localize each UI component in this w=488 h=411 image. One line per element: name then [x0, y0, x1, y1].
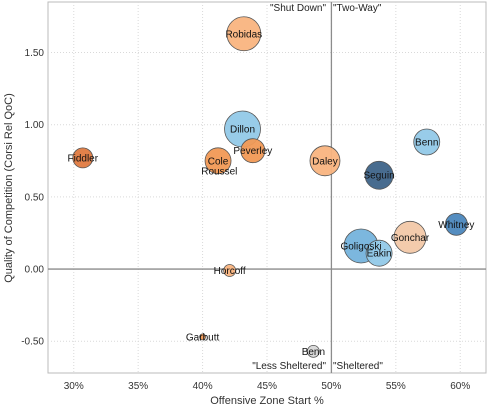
bubble-eakin[interactable] — [365, 239, 393, 267]
data-points — [72, 16, 468, 358]
point-label-dillon: Dillon — [230, 125, 255, 136]
y-axis-title: Quality of Competition (Corsi Rel QoC) — [3, 93, 15, 283]
x-tick-label: 40% — [193, 381, 213, 392]
point-label-cole: Cole — [208, 156, 229, 167]
bubble-robidas[interactable] — [226, 16, 262, 52]
bubble-garbutt[interactable] — [199, 333, 206, 341]
x-axis-ticks: 30% 35% 40% 45% 50% 55% 60% — [64, 381, 471, 392]
x-tick-label: 45% — [257, 381, 277, 392]
x-tick-label: 60% — [450, 381, 470, 392]
point-label-goligoski: Goligoski — [340, 241, 381, 252]
point-label-peverley: Peverley — [233, 146, 272, 157]
bubble-horcoff[interactable] — [223, 264, 237, 277]
point-label-daley: Daley — [312, 156, 338, 167]
point-label-benn: Benn — [302, 347, 325, 358]
bubble-fiddler[interactable] — [72, 147, 94, 169]
y-tick-label: 1.00 — [25, 120, 45, 131]
bubble-daley[interactable] — [309, 145, 341, 177]
point-label-gonchar: Gonchar — [391, 233, 430, 244]
x-tick-label: 30% — [64, 381, 84, 392]
x-axis-title: Offensive Zone Start % — [210, 395, 324, 407]
quadrant-label-top-left: "Shut Down" — [270, 3, 326, 14]
bubble-benn[interactable] — [306, 344, 320, 358]
bubble-peverley[interactable] — [240, 138, 266, 164]
point-label-roussel: Roussel — [201, 166, 237, 177]
reference-lines — [48, 2, 486, 373]
x-tick-label: 35% — [128, 381, 148, 392]
point-label-horcoff: Horcoff — [214, 266, 246, 277]
point-label-whitney: Whitney — [438, 220, 474, 231]
quadrant-label-top-right: "Two-Way" — [333, 3, 382, 14]
bubble-gonchar[interactable] — [393, 220, 427, 254]
quadrant-label-bottom-left: "Less Sheltered" — [252, 361, 326, 372]
y-axis-ticks: 1.50 1.00 0.50 0.00 -0.50 — [21, 48, 44, 348]
x-tick-label: 55% — [386, 381, 406, 392]
y-tick-label: 1.50 — [25, 48, 45, 59]
y-tick-label: -0.50 — [21, 337, 44, 348]
x-tick-label: 50% — [321, 381, 341, 392]
quadrant-label-bottom-right: "Sheltered" — [333, 361, 383, 372]
bubble-benn[interactable] — [413, 128, 441, 156]
bubble-seguin[interactable] — [364, 160, 394, 190]
y-tick-label: 0.00 — [25, 265, 45, 276]
y-tick-label: 0.50 — [25, 192, 45, 203]
point-label-fiddler: Fiddler — [67, 153, 98, 164]
bubble-cole[interactable] — [204, 147, 232, 175]
point-label-garbutt: Garbutt — [186, 332, 220, 343]
point-label-eakin: Eakin — [367, 249, 392, 260]
point-label-benn: Benn — [415, 138, 438, 149]
bubble-whitney[interactable] — [444, 212, 468, 236]
point-label-robidas: Robidas — [225, 29, 262, 40]
point-label-seguin: Seguin — [364, 171, 395, 182]
